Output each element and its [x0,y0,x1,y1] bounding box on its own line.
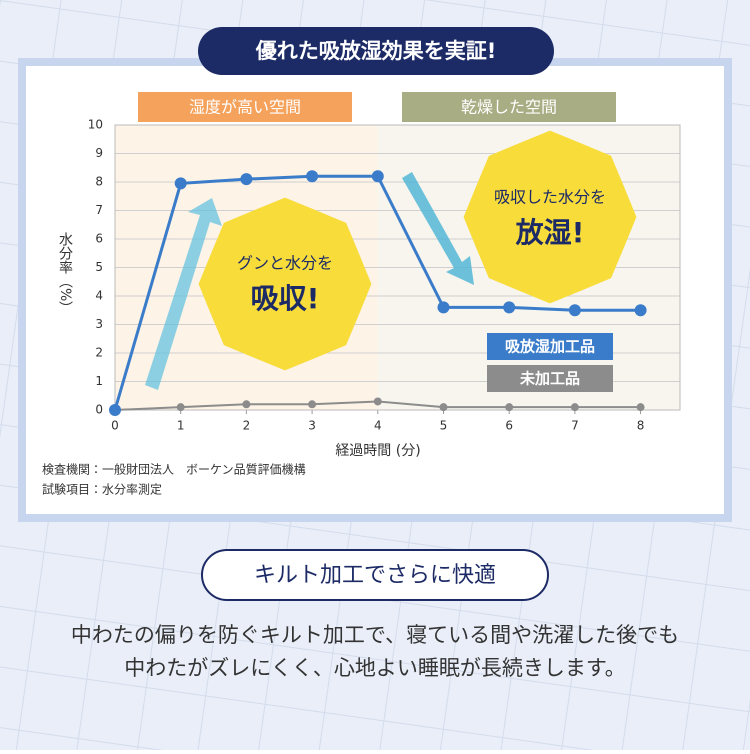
callout-bg [198,197,372,371]
region-label-bg [138,92,352,122]
y-tick-label: 0 [95,403,103,417]
y-tick-label: 6 [95,232,103,246]
body-text: 中わたがズレにくく、心地よい睡眠が長続きします。 [124,656,625,680]
x-tick-label: 6 [505,419,513,433]
data-point [634,304,647,317]
data-point [439,403,448,412]
x-tick-label: 5 [440,419,448,433]
data-point [505,403,514,412]
x-tick-label: 2 [243,419,251,433]
data-point [636,403,645,412]
y-tick-label: 1 [95,374,103,388]
y-tick-label: 2 [95,346,103,360]
data-point [109,404,121,416]
note: 試験項目：水分率測定 [42,482,162,497]
data-point [176,403,185,412]
region-label: 乾燥した空間 [461,98,557,117]
x-tick-label: 4 [374,419,382,433]
region-label: 湿度が高い空間 [189,98,301,117]
section-title: キルト加工でさらに快適 [254,563,496,588]
legend-entry: 吸放湿加工品 [505,338,595,356]
callout-text: 吸収した水分を [494,188,606,207]
data-point [503,301,516,314]
legend-swatch [487,365,613,392]
y-tick-label: 5 [95,260,103,274]
x-tick-label: 1 [177,419,185,433]
banner: 優れた吸放湿効果を実証! [255,39,497,63]
legend-swatch [487,333,613,360]
data-point [437,301,450,314]
banner-bg [198,27,554,75]
note: 検査機関：一般財団法人 ボーケン品質評価機構 [42,462,306,477]
plot-frame [114,124,681,411]
region-label-bg [402,92,616,122]
data-point [308,400,317,409]
plot: 湿度が高い空間 乾燥した空間 0 1 2 3 4 5 6 7 8 9 10 0 1 2 3 4 5 6 7 8 経過時間 (… [57,92,681,459]
callout-text: グンと水分を [237,254,333,273]
body-text: 中わたの偏りを防ぐキルト加工で、寝ている間や洗濯した後でも [71,623,679,647]
arrow [402,172,474,285]
y-axis-label: 水分率（%） [57,232,73,315]
x-axis-label: 経過時間 (分) [335,443,420,459]
callout-text: 放湿! [515,216,585,249]
section-pill [201,549,549,601]
data-point [568,304,581,317]
y-tick-label: 7 [95,203,103,217]
y-tick-label: 10 [88,118,103,132]
x-tick-label: 3 [308,419,316,433]
data-point [242,400,251,409]
y-tick-label: 8 [95,175,103,189]
legend-entry: 未加工品 [519,370,580,388]
data-point [570,403,579,412]
data-point [373,397,382,406]
arrow [145,198,222,390]
data-point [371,170,384,183]
callout-text: 吸収! [251,282,320,315]
x-tick-label: 0 [111,419,119,433]
data-point [174,177,187,190]
y-tick-label: 9 [95,146,103,160]
x-tick-label: 7 [571,419,579,433]
y-tick-label: 3 [95,317,103,331]
callout-bg [463,130,637,304]
data-point [240,173,253,186]
x-tick-label: 8 [637,419,645,433]
data-point [306,170,319,183]
y-tick-label: 4 [95,289,103,303]
